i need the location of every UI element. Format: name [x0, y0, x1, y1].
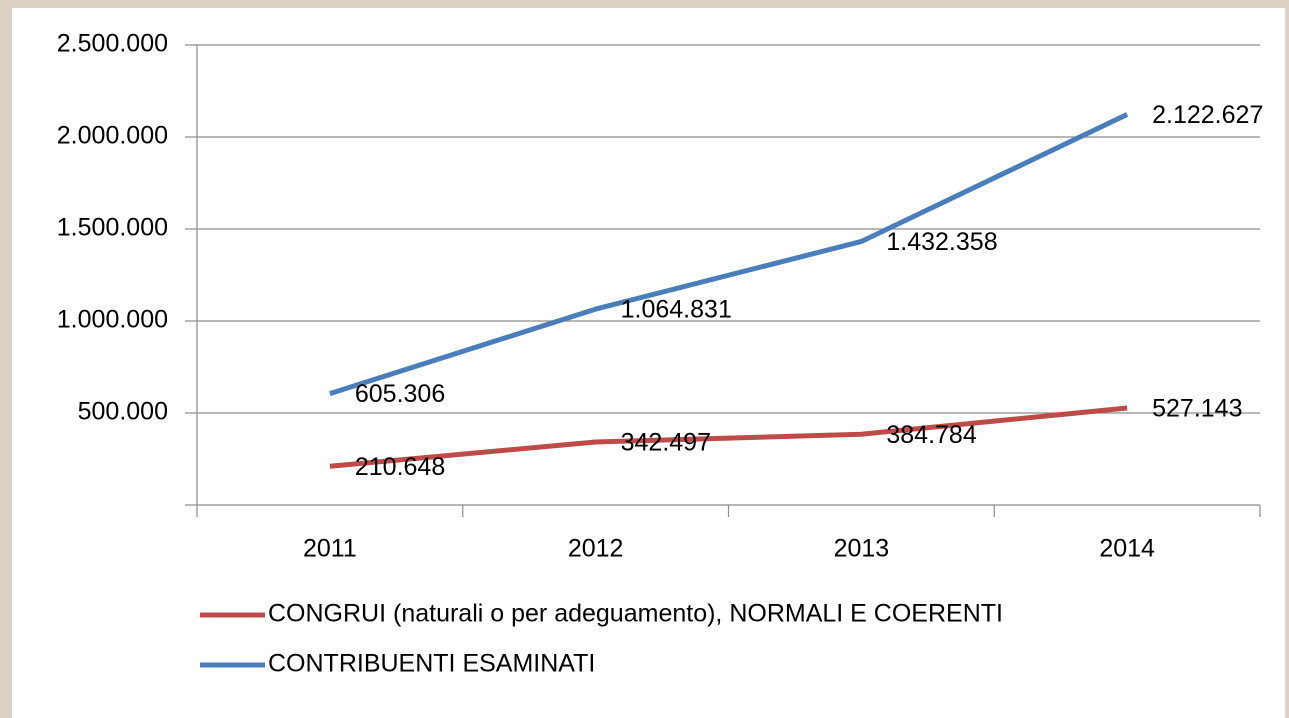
x-tick-label: 2013 — [834, 535, 890, 563]
series-line — [329, 112, 1129, 397]
data-label: 210.648 — [355, 453, 445, 481]
x-tick-label: 2011 — [303, 535, 357, 563]
data-label: 527.143 — [1152, 395, 1242, 423]
chart-area — [12, 8, 1285, 718]
y-tick-label: 1.500.000 — [57, 214, 168, 242]
x-tick-label: 2012 — [568, 535, 624, 563]
y-tick-label: 2.000.000 — [57, 122, 168, 150]
series-line — [329, 405, 1128, 469]
data-label: 2.122.627 — [1152, 101, 1263, 129]
y-tick-label: 500.000 — [78, 398, 168, 426]
data-label: 384.784 — [886, 421, 976, 449]
x-tick-label: 2014 — [1099, 535, 1155, 563]
y-tick-label: 2.500.000 — [57, 30, 168, 58]
legend-label: CONGRUI (naturali o per adeguamento), NO… — [268, 600, 1003, 628]
y-tick-label: 1.000.000 — [57, 306, 168, 334]
data-label: 342.497 — [621, 429, 711, 457]
legend-label: CONTRIBUENTI ESAMINATI — [268, 650, 595, 678]
data-label: 605.306 — [355, 380, 445, 408]
data-label: 1.064.831 — [621, 296, 732, 324]
data-label: 1.432.358 — [886, 228, 997, 256]
